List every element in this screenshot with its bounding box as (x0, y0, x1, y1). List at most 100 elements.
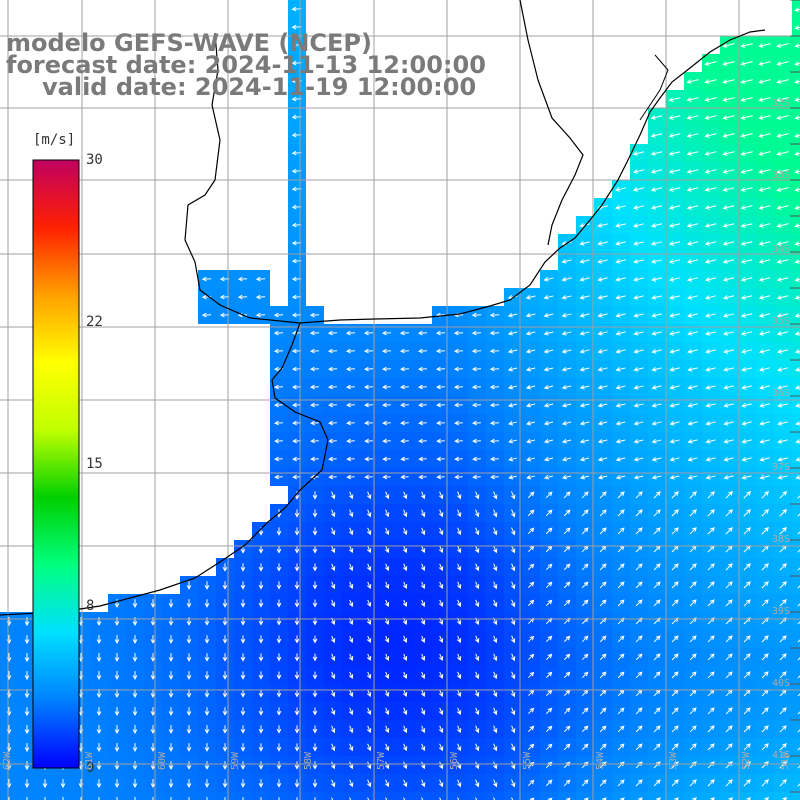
wind-arrow (779, 490, 788, 499)
wind-arrow (599, 671, 607, 679)
wind-arrow (510, 761, 516, 770)
wind-arrow (204, 761, 210, 770)
wind-arrow (420, 635, 426, 644)
wind-arrow (186, 653, 192, 662)
wind-arrow (635, 527, 643, 535)
wind-arrow (170, 797, 172, 800)
wind-arrow (258, 671, 264, 680)
wind-arrow (224, 797, 226, 800)
wind-arrow (438, 527, 444, 536)
wind-arrow (669, 439, 680, 444)
wind-arrow (312, 635, 318, 644)
wind-arrow (686, 97, 699, 102)
wind-speed-cell (792, 468, 800, 486)
wind-arrow (276, 599, 282, 608)
wind-arrow (565, 797, 571, 800)
wind-arrow (758, 331, 771, 336)
wind-speed-cell (792, 684, 800, 702)
wind-arrow (384, 509, 390, 518)
wind-arrow (615, 402, 626, 408)
wind-arrow (743, 635, 751, 643)
wind-speed-cell (360, 792, 378, 800)
wind-arrow (740, 97, 753, 102)
wind-arrow (456, 635, 462, 644)
wind-arrow (722, 115, 735, 120)
wind-arrow (597, 295, 608, 300)
wind-arrow (402, 509, 408, 518)
wind-arrow (597, 384, 608, 390)
wind-arrow (276, 671, 282, 680)
wind-arrow (761, 599, 769, 607)
wind-arrow (758, 97, 771, 102)
wind-arrow (579, 223, 590, 228)
wind-arrow (438, 509, 444, 518)
wind-arrow (150, 599, 156, 608)
wind-arrow (439, 797, 442, 800)
wind-arrow (722, 43, 735, 48)
wind-arrow (438, 545, 444, 554)
coastline-south (0, 322, 329, 616)
wind-arrow (599, 707, 607, 715)
wind-speed-cell (792, 162, 800, 180)
wind-arrow (707, 671, 715, 679)
wind-arrow (402, 761, 408, 770)
wind-arrow (384, 779, 390, 788)
wind-arrow (650, 205, 663, 210)
wind-arrow (669, 313, 680, 318)
wind-arrow (615, 223, 626, 228)
wind-arrow (258, 635, 264, 644)
wind-arrow (276, 581, 282, 590)
wind-arrow (385, 797, 388, 800)
wind-arrow (543, 330, 554, 336)
wind-arrow (563, 671, 571, 679)
wind-arrow (797, 783, 800, 787)
wind-arrow (651, 367, 662, 372)
wind-arrow (653, 725, 661, 733)
wind-arrow (150, 635, 156, 644)
wind-arrow (132, 761, 138, 771)
wind-arrow (563, 707, 571, 715)
wind-arrow (707, 779, 715, 787)
wind-arrow (474, 509, 480, 518)
wind-arrow (581, 653, 589, 661)
wind-arrow (472, 420, 481, 426)
wind-speed-cell (306, 792, 324, 800)
wind-arrow (653, 581, 661, 589)
wind-arrow (436, 474, 445, 480)
wind-arrow (400, 384, 409, 390)
wind-arrow (743, 527, 751, 535)
wind-arrow (797, 603, 800, 607)
wind-arrow (797, 495, 800, 499)
wind-arrow (545, 509, 553, 517)
wind-arrow (722, 277, 735, 282)
wind-arrow (510, 563, 516, 572)
wind-arrow (777, 439, 788, 444)
wind-arrow (132, 725, 138, 734)
wind-arrow (348, 761, 354, 770)
wind-arrow (168, 743, 174, 752)
wind-arrow (363, 348, 374, 354)
wind-arrow (689, 743, 697, 751)
wind-arrow (511, 491, 516, 500)
wind-arrow (527, 509, 535, 517)
wind-arrow (489, 366, 500, 372)
wind-arrow (545, 491, 553, 499)
wind-arrow (797, 657, 800, 661)
wind-arrow (80, 796, 82, 800)
wind-arrow (758, 295, 771, 300)
wind-arrow (635, 509, 643, 517)
wind-arrow (597, 456, 608, 462)
wind-arrow (544, 456, 554, 462)
wind-arrow (24, 652, 30, 663)
wind-arrow (508, 402, 518, 408)
wind-arrow (471, 330, 482, 336)
wind-arrow (402, 779, 408, 788)
wind-speed-cell (792, 306, 800, 324)
wind-arrow (615, 259, 626, 264)
wind-arrow (150, 725, 156, 734)
wind-arrow (312, 689, 318, 698)
wind-arrow (776, 79, 789, 84)
wind-arrow (310, 456, 319, 462)
wind-arrow (597, 438, 608, 444)
